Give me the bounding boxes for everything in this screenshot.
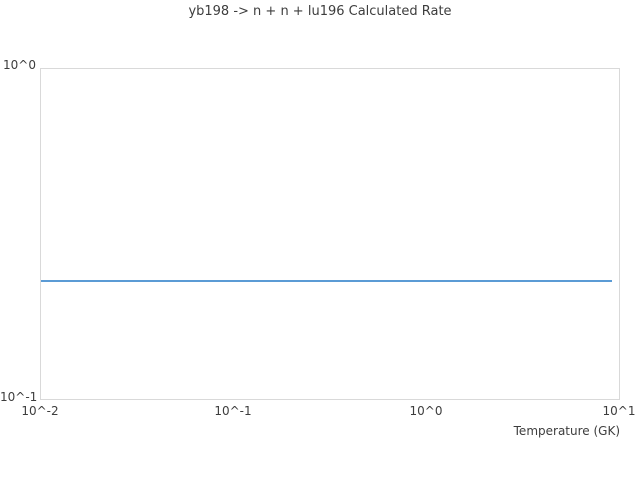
chart-title: yb198 -> n + n + lu196 Calculated Rate <box>188 4 452 19</box>
rate-line-series <box>41 279 613 282</box>
x-axis-tick-label-2: 10^-1 <box>214 404 252 418</box>
x-axis-tick-label-3: 10^0 <box>409 404 443 418</box>
y-axis-tick-label-top: 10^0 <box>3 58 36 72</box>
x-axis-tick-label-4: 10^1 <box>602 404 636 418</box>
plot-area <box>40 68 620 400</box>
y-axis-tick-label-bottom: 10^-1 <box>0 390 38 404</box>
x-axis-tick-label-1: 10^-2 <box>21 404 59 418</box>
x-axis-title: Temperature (GK) <box>513 424 620 438</box>
